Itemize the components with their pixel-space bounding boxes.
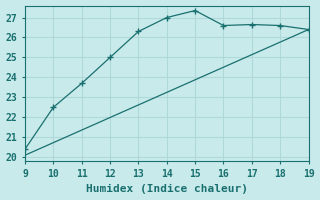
X-axis label: Humidex (Indice chaleur): Humidex (Indice chaleur) (86, 184, 248, 194)
